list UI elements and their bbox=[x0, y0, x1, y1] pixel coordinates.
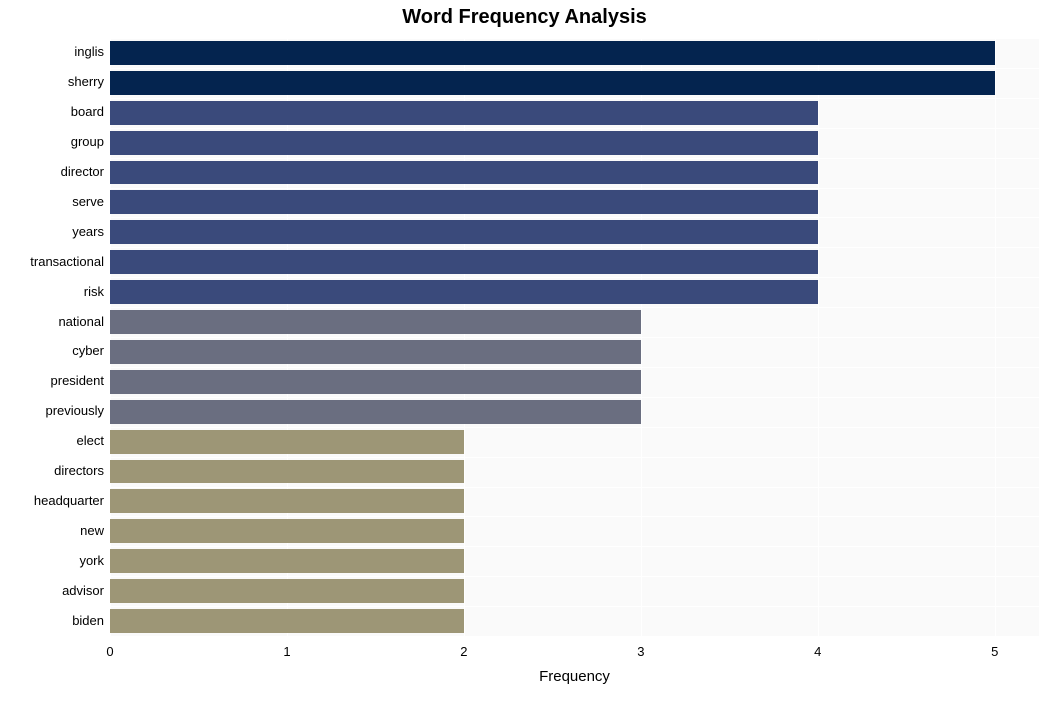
x-tick-label: 2 bbox=[460, 644, 467, 659]
chart-container: Word Frequency Analysis Frequency 0 1 2 3 4 5… bbox=[0, 0, 1049, 701]
bar bbox=[110, 220, 818, 244]
bar bbox=[110, 549, 464, 573]
bar bbox=[110, 609, 464, 633]
y-gridline bbox=[110, 367, 1039, 368]
bar bbox=[110, 250, 818, 274]
y-gridline bbox=[110, 487, 1039, 488]
y-gridline bbox=[110, 38, 1039, 39]
bar bbox=[110, 101, 818, 125]
bar bbox=[110, 71, 995, 95]
y-gridline bbox=[110, 546, 1039, 547]
y-tick-label: group bbox=[4, 134, 104, 149]
y-gridline bbox=[110, 128, 1039, 129]
y-tick-label: board bbox=[4, 104, 104, 119]
x-tick-label: 5 bbox=[991, 644, 998, 659]
y-tick-label: directors bbox=[4, 463, 104, 478]
bar bbox=[110, 400, 641, 424]
y-gridline bbox=[110, 427, 1039, 428]
y-tick-label: cyber bbox=[4, 343, 104, 358]
bar bbox=[110, 340, 641, 364]
y-gridline bbox=[110, 68, 1039, 69]
y-gridline bbox=[110, 337, 1039, 338]
y-tick-label: sherry bbox=[4, 74, 104, 89]
y-tick-label: years bbox=[4, 224, 104, 239]
y-tick-label: advisor bbox=[4, 583, 104, 598]
y-gridline bbox=[110, 516, 1039, 517]
y-tick-label: biden bbox=[4, 613, 104, 628]
chart-title: Word Frequency Analysis bbox=[0, 6, 1049, 29]
y-tick-label: president bbox=[4, 373, 104, 388]
y-gridline bbox=[110, 636, 1039, 637]
bar bbox=[110, 430, 464, 454]
bar bbox=[110, 579, 464, 603]
y-gridline bbox=[110, 217, 1039, 218]
bar bbox=[110, 460, 464, 484]
y-gridline bbox=[110, 98, 1039, 99]
y-tick-label: national bbox=[4, 314, 104, 329]
y-gridline bbox=[110, 576, 1039, 577]
plot-area bbox=[110, 38, 1039, 636]
y-gridline bbox=[110, 397, 1039, 398]
y-gridline bbox=[110, 247, 1039, 248]
x-tick-label: 1 bbox=[283, 644, 290, 659]
bar bbox=[110, 489, 464, 513]
y-tick-label: new bbox=[4, 523, 104, 538]
bar bbox=[110, 41, 995, 65]
x-axis-title: Frequency bbox=[110, 668, 1039, 685]
y-tick-label: york bbox=[4, 553, 104, 568]
x-tick-label: 3 bbox=[637, 644, 644, 659]
y-tick-label: headquarter bbox=[4, 493, 104, 508]
bar bbox=[110, 280, 818, 304]
x-tick-label: 4 bbox=[814, 644, 821, 659]
y-tick-label: serve bbox=[4, 194, 104, 209]
bar bbox=[110, 370, 641, 394]
y-tick-label: previously bbox=[4, 403, 104, 418]
y-tick-label: transactional bbox=[4, 254, 104, 269]
bar bbox=[110, 190, 818, 214]
bar bbox=[110, 161, 818, 185]
y-gridline bbox=[110, 188, 1039, 189]
x-tick-label: 0 bbox=[106, 644, 113, 659]
y-gridline bbox=[110, 158, 1039, 159]
y-tick-label: elect bbox=[4, 433, 104, 448]
y-gridline bbox=[110, 457, 1039, 458]
bar bbox=[110, 310, 641, 334]
y-gridline bbox=[110, 307, 1039, 308]
y-tick-label: inglis bbox=[4, 44, 104, 59]
bar bbox=[110, 519, 464, 543]
y-gridline bbox=[110, 606, 1039, 607]
y-tick-label: risk bbox=[4, 284, 104, 299]
y-gridline bbox=[110, 277, 1039, 278]
bar bbox=[110, 131, 818, 155]
y-tick-label: director bbox=[4, 164, 104, 179]
